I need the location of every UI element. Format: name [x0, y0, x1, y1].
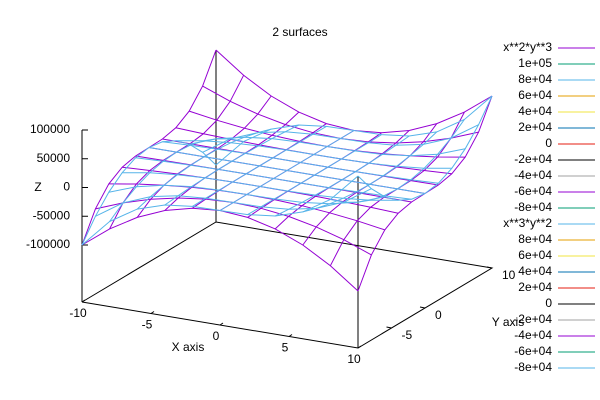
x-tick	[219, 322, 224, 326]
mesh-line	[95, 188, 372, 217]
legend-label: x**2*y**3	[503, 40, 552, 54]
legend-label: -2e+04	[514, 152, 552, 166]
x-tick-label: 0	[213, 329, 220, 343]
mesh-line	[122, 172, 399, 201]
legend-label: -6e+04	[514, 184, 552, 198]
legend-label: 2e+04	[518, 120, 552, 134]
mesh-line	[162, 141, 439, 184]
x-tick	[150, 311, 155, 314]
z-axis-label: Z	[34, 180, 41, 194]
y-tick	[486, 266, 493, 269]
x-tick-label: -5	[142, 318, 153, 332]
y-tick-label: -5	[402, 328, 413, 342]
x-tick	[81, 299, 86, 303]
x-tick-label: 5	[282, 341, 289, 355]
legend-label: -8e+04	[514, 360, 552, 374]
legend-label: -2e+04	[514, 312, 552, 326]
legend-label: -8e+04	[514, 200, 552, 214]
mesh-line	[135, 157, 412, 200]
z-tick-label: -100000	[26, 237, 70, 251]
chart-title: 2 surfaces	[272, 25, 327, 39]
x-tick	[288, 334, 293, 337]
legend-label: -4e+04	[514, 328, 552, 342]
legend-label: x**3*y**2	[503, 216, 552, 230]
legend-label: 1e+05	[518, 56, 552, 70]
legend-label: 0	[545, 296, 552, 310]
x-tick	[357, 345, 362, 349]
legend-label: 4e+04	[518, 104, 552, 118]
y-axis-label: Y axis	[492, 315, 524, 329]
legend-label: -4e+04	[514, 168, 552, 182]
y-tick-label: 10	[502, 268, 516, 282]
legend-label: 2e+04	[518, 280, 552, 294]
legend-label: 0	[545, 136, 552, 150]
legend-label: 6e+04	[518, 248, 552, 262]
mesh-line	[108, 184, 385, 205]
mesh-line	[175, 140, 452, 169]
legend-label: 8e+04	[518, 232, 552, 246]
x-tick-label: -10	[69, 306, 87, 320]
z-tick-label: -50000	[33, 208, 71, 222]
legend-label: 8e+04	[518, 72, 552, 86]
mesh-line	[202, 124, 479, 153]
legend-label: -6e+04	[514, 344, 552, 358]
mesh-line	[81, 175, 359, 246]
legend-label: 4e+04	[518, 264, 552, 278]
z-tick-label: 100000	[30, 122, 70, 136]
mesh-line	[148, 147, 426, 194]
x-tick-label: 10	[347, 352, 361, 366]
z-tick-label: 0	[63, 180, 70, 194]
z-tick-label: 50000	[37, 151, 71, 165]
mesh-line	[215, 95, 493, 166]
y-tick	[386, 326, 392, 329]
y-tick-label: 0	[435, 308, 442, 322]
legend-label: 6e+04	[518, 88, 552, 102]
x-axis-label: X axis	[172, 340, 205, 354]
y-tick	[419, 306, 426, 309]
